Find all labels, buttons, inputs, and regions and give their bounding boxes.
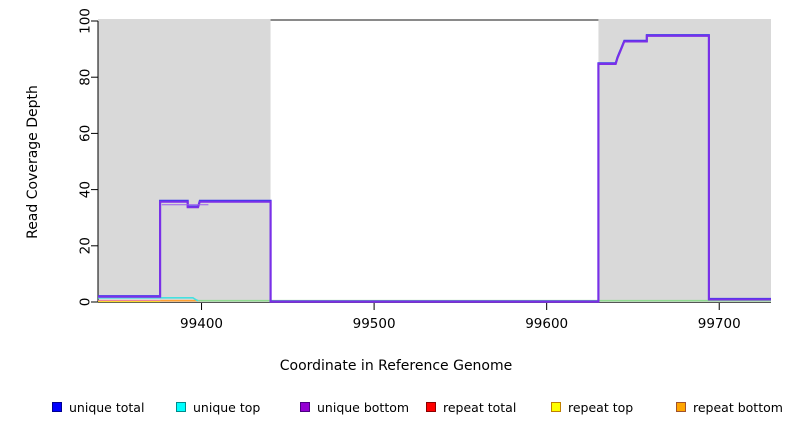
- legend-item-unique-total: unique total: [52, 398, 144, 416]
- legend-label: unique total: [69, 399, 145, 415]
- x-axis-title: Coordinate in Reference Genome: [279, 358, 513, 374]
- legend-label: repeat bottom: [693, 399, 783, 415]
- y-tick-label: 80: [78, 69, 94, 86]
- y-tick-label: 0: [78, 298, 94, 307]
- legend-item-repeat-top: repeat top: [551, 398, 633, 416]
- legend-swatch-repeat-bottom: [676, 402, 686, 412]
- x-tick-label: 99400: [180, 316, 223, 332]
- legend-swatch-unique-top: [176, 402, 186, 412]
- covered-region-left: [98, 19, 271, 302]
- y-tick-label: 100: [78, 8, 94, 34]
- legend-swatch-unique-bottom: [300, 402, 310, 412]
- plot-legend: unique total unique top unique bottom repea…: [0, 398, 792, 420]
- legend-label: repeat total: [443, 399, 517, 415]
- legend-swatch-repeat-total: [426, 402, 436, 412]
- coverage-plot-canvas: 0 20 40 60 80 100 99400 99500 99600 99700: [78, 8, 771, 332]
- legend-swatch-unique-total: [52, 402, 62, 412]
- covered-region-right: [598, 19, 771, 302]
- series-unique-top-line: [98, 297, 199, 302]
- legend-label: unique top: [193, 399, 261, 415]
- x-tick-label: 99500: [353, 316, 396, 332]
- y-tick-label: 20: [78, 237, 94, 254]
- y-axis-title: Read Coverage Depth: [25, 85, 41, 239]
- legend-item-repeat-total: repeat total: [426, 398, 516, 416]
- y-tick-label: 40: [78, 181, 94, 198]
- x-tick-label: 99600: [525, 316, 568, 332]
- legend-item-unique-bottom: unique bottom: [300, 398, 409, 416]
- legend-item-repeat-bottom: repeat bottom: [676, 398, 783, 416]
- legend-label: repeat top: [568, 399, 634, 415]
- y-tick-label: 60: [78, 125, 94, 142]
- legend-label: unique bottom: [317, 399, 410, 415]
- x-tick-label: 99700: [698, 316, 741, 332]
- legend-item-unique-top: unique top: [176, 398, 260, 416]
- legend-swatch-repeat-top: [551, 402, 561, 412]
